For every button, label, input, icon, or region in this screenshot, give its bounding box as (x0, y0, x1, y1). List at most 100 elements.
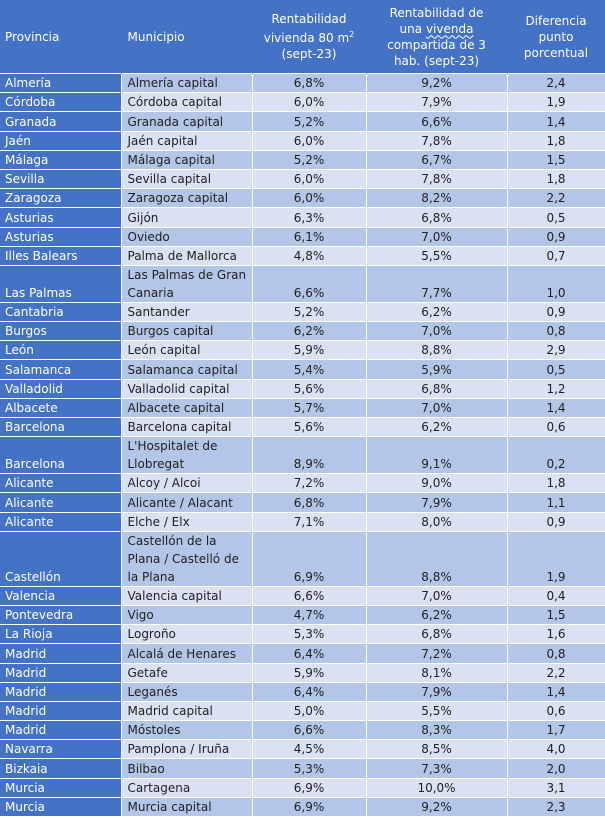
cell-diff: 1,5 (507, 149, 605, 170)
table-row: Córdoba Córdoba capital 6,0% 7,9% 1,9 (0, 92, 605, 112)
cell-municipio: Cartagena (121, 777, 253, 798)
cell-municipio: Córdoba capital (121, 92, 253, 112)
table-row: La Rioja Logroño 5,3% 6,8% 1,6 (0, 624, 605, 644)
cell-diff: 0,6 (507, 700, 605, 721)
cell-provincia: Madrid (0, 643, 122, 663)
cell-rent-shared: 7,2% (366, 643, 508, 663)
cell-diff: 2,3 (507, 796, 605, 816)
cell-diff: 1,8 (507, 130, 605, 151)
cell-rent-shared: 9,2% (366, 72, 508, 93)
cell-rent-80m2: 8,9% (252, 436, 367, 474)
header-diff: Diferencia punto porcentual (507, 0, 605, 74)
cell-rent-80m2: 6,0% (252, 92, 367, 112)
cell-municipio: Bilbao (121, 758, 253, 779)
cell-provincia: Alicante (0, 473, 122, 493)
cell-rent-80m2: 5,2% (252, 149, 367, 170)
header-shared-line2a: una (399, 21, 426, 36)
cell-rent-80m2: 4,7% (252, 604, 367, 625)
cell-diff: 1,4 (507, 111, 605, 132)
cell-rent-80m2: 5,6% (252, 378, 367, 399)
header-shared-line1: Rentabilidad de (389, 5, 484, 20)
cell-provincia: Cantabria (0, 301, 122, 322)
cell-rent-80m2: 6,6% (252, 264, 367, 303)
cell-rent-80m2: 5,2% (252, 301, 367, 322)
cell-provincia: Córdoba (0, 92, 122, 112)
table-row: Almería Almería capital 6,8% 9,2% 2,4 (0, 72, 605, 93)
cell-rent-80m2: 6,9% (252, 796, 367, 816)
cell-rent-shared: 9,2% (366, 796, 508, 816)
cell-rent-80m2: 7,2% (252, 473, 367, 493)
cell-municipio: Santander (121, 301, 253, 322)
cell-municipio: Barcelona capital (121, 416, 253, 437)
cell-diff: 1,4 (507, 681, 605, 702)
header-shared-line3: compartida de 3 (387, 37, 486, 52)
table-row: Madrid Móstoles 6,6% 8,3% 1,7 (0, 720, 605, 740)
cell-rent-80m2: 7,1% (252, 511, 367, 532)
cell-municipio: Móstoles (121, 720, 253, 740)
cell-rent-80m2: 6,4% (252, 681, 367, 702)
cell-diff: 0,8 (507, 643, 605, 663)
table-row: Murcia Cartagena 6,9% 10,0% 3,1 (0, 777, 605, 798)
cell-rent-80m2: 6,0% (252, 188, 367, 208)
cell-diff: 1,4 (507, 397, 605, 418)
cell-rent-shared: 5,5% (366, 700, 508, 721)
cell-rent-80m2: 5,7% (252, 397, 367, 418)
table-header: Provincia Municipio Rentabilidad viviend… (0, 0, 605, 74)
cell-municipio: Burgos capital (121, 321, 253, 341)
cell-rent-80m2: 6,8% (252, 492, 367, 513)
cell-provincia: Barcelona (0, 416, 122, 437)
cell-rent-shared: 6,8% (366, 624, 508, 644)
table-row: Jaén Jaén capital 6,0% 7,8% 1,8 (0, 130, 605, 151)
cell-rent-80m2: 5,9% (252, 340, 367, 360)
cell-municipio: Getafe (121, 662, 253, 683)
cell-municipio: Palma de Mallorca (121, 245, 253, 266)
table-row: Salamanca Salamanca capital 5,4% 5,9% 0,5 (0, 359, 605, 380)
cell-municipio: Alcoy / Alcoi (121, 473, 253, 493)
cell-rent-shared: 6,2% (366, 301, 508, 322)
cell-rent-shared: 7,0% (366, 321, 508, 341)
table-row: Granada Granada capital 5,2% 6,6% 1,4 (0, 111, 605, 132)
cell-municipio: Alicante / Alacant (121, 492, 253, 513)
cell-provincia: Almería (0, 72, 122, 93)
table-row: Alicante Elche / Elx 7,1% 8,0% 0,9 (0, 511, 605, 532)
cell-rent-shared: 5,9% (366, 359, 508, 380)
table-row: Cantabria Santander 5,2% 6,2% 0,9 (0, 301, 605, 322)
cell-rent-shared: 7,7% (366, 264, 508, 303)
table-row: Zaragoza Zaragoza capital 6,0% 8,2% 2,2 (0, 188, 605, 208)
cell-rent-shared: 7,0% (366, 397, 508, 418)
cell-rent-shared: 8,0% (366, 511, 508, 532)
table-row: Valencia Valencia capital 6,6% 7,0% 0,4 (0, 585, 605, 606)
cell-municipio: Alcalá de Henares (121, 643, 253, 663)
cell-municipio: L'Hospitalet de Llobregat (121, 436, 253, 474)
table-row: Barcelona Barcelona capital 5,6% 6,2% 0,6 (0, 416, 605, 437)
cell-diff: 2,2 (507, 662, 605, 683)
cell-municipio: Valladolid capital (121, 378, 253, 399)
header-row: Provincia Municipio Rentabilidad viviend… (0, 0, 605, 74)
table-row: Castellón Castellón de la Plana / Castell… (0, 530, 605, 587)
table-row: Murcia Murcia capital 6,9% 9,2% 2,3 (0, 796, 605, 816)
cell-diff: 1,7 (507, 720, 605, 740)
cell-rent-shared: 6,8% (366, 207, 508, 227)
table-row: Illes Balears Palma de Mallorca 4,8% 5,5% 0,… (0, 245, 605, 266)
cell-provincia: Castellón (0, 530, 122, 587)
cell-diff: 1,6 (507, 624, 605, 644)
cell-rent-shared: 7,8% (366, 168, 508, 189)
cell-provincia: Illes Balears (0, 245, 122, 266)
cell-rent-80m2: 6,3% (252, 207, 367, 227)
table-row: Barcelona L'Hospitalet de Llobregat 8,9% 9,… (0, 436, 605, 474)
cell-provincia: La Rioja (0, 624, 122, 644)
cell-municipio: Salamanca capital (121, 359, 253, 380)
cell-diff: 0,5 (507, 207, 605, 227)
cell-diff: 1,0 (507, 264, 605, 303)
cell-municipio: Jaén capital (121, 130, 253, 151)
cell-rent-shared: 8,2% (366, 188, 508, 208)
cell-provincia: Sevilla (0, 168, 122, 189)
cell-rent-shared: 7,8% (366, 130, 508, 151)
cell-rent-80m2: 5,9% (252, 662, 367, 683)
cell-provincia: Burgos (0, 321, 122, 341)
cell-provincia: Navarra (0, 739, 122, 759)
header-diff-line1: Diferencia (525, 13, 587, 28)
cell-municipio: Castellón de la Plana / Castelló de la P… (121, 530, 253, 587)
cell-diff: 3,1 (507, 777, 605, 798)
cell-municipio: Logroño (121, 624, 253, 644)
